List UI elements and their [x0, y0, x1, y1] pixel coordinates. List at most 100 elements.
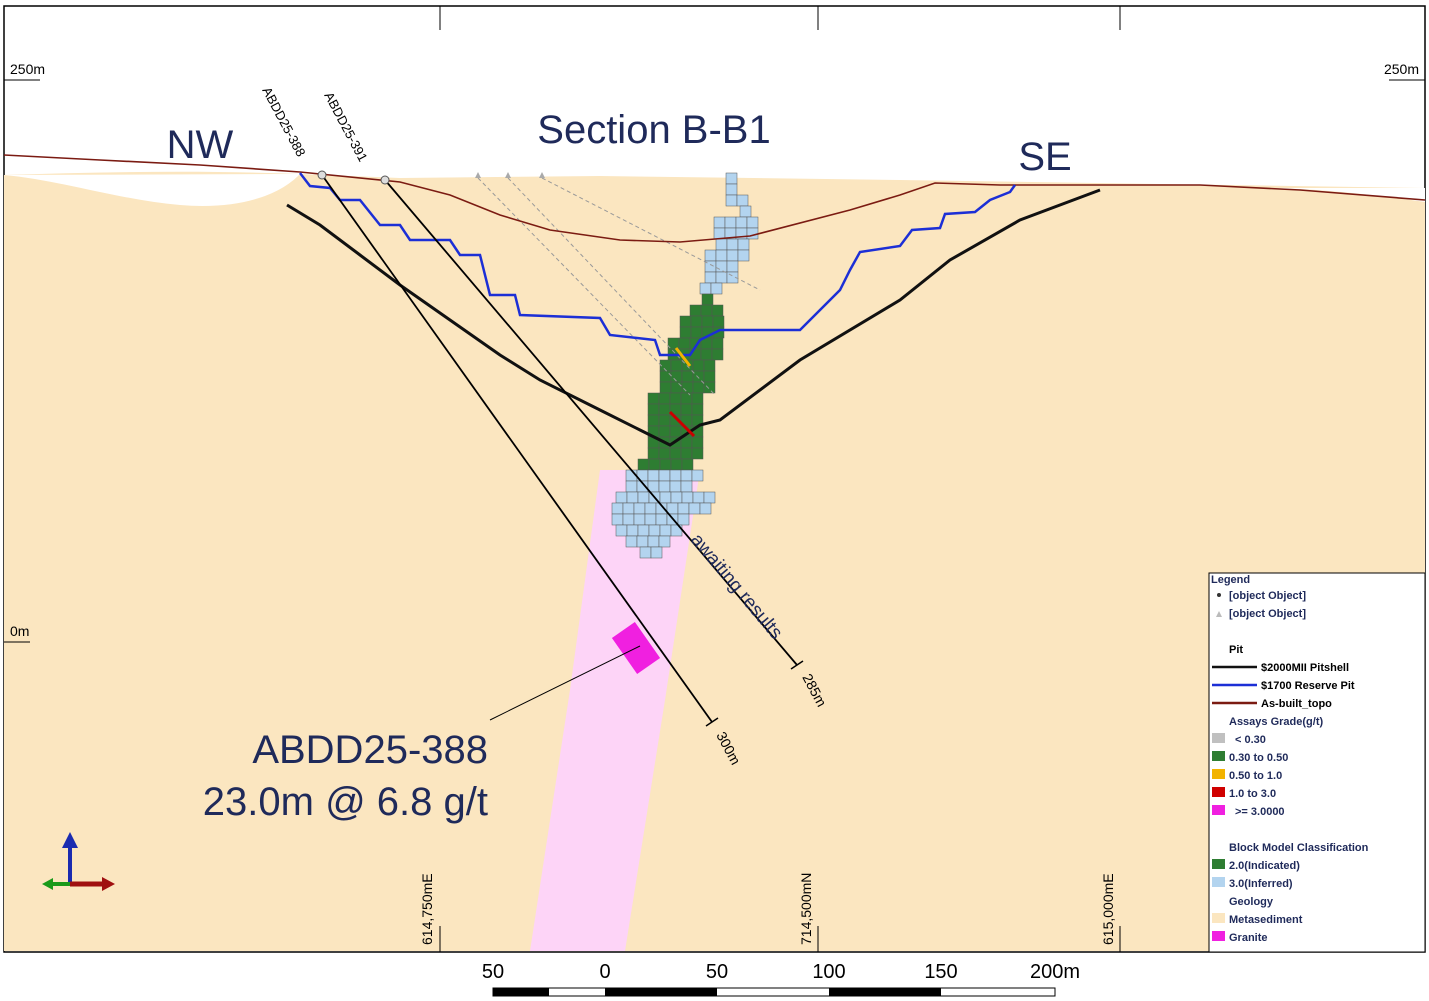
- block: [681, 370, 694, 383]
- block: [659, 381, 672, 394]
- block: [658, 403, 671, 416]
- block: [692, 359, 705, 372]
- legend-group: Pit: [1229, 644, 1243, 656]
- block: [680, 447, 693, 460]
- legend-swatch: [1212, 859, 1225, 869]
- block: [713, 227, 726, 240]
- block: [655, 513, 668, 526]
- scale-label: 0: [599, 961, 610, 983]
- block: [611, 513, 624, 526]
- collar: [380, 175, 390, 185]
- block: [690, 326, 703, 339]
- legend-item: 0.30 to 0.50: [1229, 752, 1288, 764]
- block: [670, 359, 683, 372]
- hole-end: [705, 717, 719, 727]
- block: [737, 238, 750, 251]
- block: [647, 403, 660, 416]
- block: [625, 535, 638, 548]
- block: [639, 546, 652, 559]
- void: [1260, 188, 1425, 202]
- block: [647, 392, 660, 405]
- block: [644, 513, 657, 526]
- block: [712, 315, 725, 328]
- legend-swatch: [1212, 931, 1225, 941]
- block: [710, 282, 723, 295]
- scale-label: 200m: [1030, 961, 1080, 983]
- compass: [42, 832, 115, 891]
- block: [647, 414, 660, 427]
- block: [679, 315, 692, 328]
- legend-symbol: [1216, 611, 1222, 617]
- block: [669, 425, 682, 438]
- block: [615, 524, 628, 537]
- block: [658, 535, 671, 548]
- legend-swatch: [1212, 733, 1225, 743]
- legend-item: Granite: [1229, 932, 1268, 944]
- as-built-topo: [3, 154, 1426, 243]
- block: [715, 271, 728, 284]
- elevation-label: 0m: [10, 623, 29, 639]
- block: [715, 249, 728, 262]
- block: [659, 524, 672, 537]
- block: [726, 238, 739, 251]
- block: [726, 271, 739, 284]
- legend-group: Block Model Classification: [1229, 842, 1369, 854]
- block: [670, 458, 683, 471]
- block: [626, 491, 639, 504]
- drillhole-388: [321, 174, 713, 723]
- block: [669, 392, 682, 405]
- block: [658, 447, 671, 460]
- block: [711, 337, 724, 350]
- block: [647, 447, 660, 460]
- block: [691, 447, 704, 460]
- block: [691, 403, 704, 416]
- block: [726, 249, 739, 262]
- legend-item: 2.0(Indicated): [1229, 860, 1300, 872]
- block: [736, 194, 749, 207]
- legend-swatch: [1212, 769, 1225, 779]
- block: [699, 502, 712, 515]
- block: [670, 370, 683, 383]
- block: [680, 469, 693, 482]
- legend: [1208, 572, 1426, 953]
- block: [644, 502, 657, 515]
- block: [669, 469, 682, 482]
- legend-group: Assays Grade(g/t): [1229, 716, 1323, 728]
- legend-symbol: [1217, 593, 1221, 597]
- elevation-label: 250m: [1384, 61, 1419, 77]
- block: [688, 502, 701, 515]
- elevation-label: 250m: [10, 61, 45, 77]
- block: [647, 535, 660, 548]
- previous-drillholes: [477, 177, 761, 396]
- block: [669, 447, 682, 460]
- block: [691, 469, 704, 482]
- legend-item: < 0.30: [1235, 734, 1266, 746]
- legend-swatch: [1212, 805, 1225, 815]
- legend-swatch: [1212, 751, 1225, 761]
- block: [703, 359, 716, 372]
- block: [637, 524, 650, 537]
- block: [626, 524, 639, 537]
- block: [726, 260, 739, 273]
- scale-label: 150: [924, 961, 957, 983]
- block: [615, 491, 628, 504]
- block: [739, 205, 752, 218]
- block: [636, 535, 649, 548]
- block: [724, 216, 737, 229]
- block: [677, 502, 690, 515]
- pitshell: [286, 188, 1101, 447]
- intercept-result: 23.0m @ 6.8 g/t: [203, 780, 488, 824]
- block: [703, 491, 716, 504]
- block: [658, 392, 671, 405]
- legend-item: [object Object]: [1229, 608, 1306, 620]
- legend-swatch: [1212, 787, 1225, 797]
- previous-collars: [475, 172, 545, 178]
- block: [691, 392, 704, 405]
- drillhole-391: [384, 179, 798, 666]
- scale-bar: 50 0 50 100 150 200m: [482, 961, 1080, 997]
- block: [633, 502, 646, 515]
- block: [737, 249, 750, 262]
- block: [622, 502, 635, 515]
- intercept-hole: ABDD25-388: [252, 728, 488, 772]
- metasediment: [4, 171, 1425, 951]
